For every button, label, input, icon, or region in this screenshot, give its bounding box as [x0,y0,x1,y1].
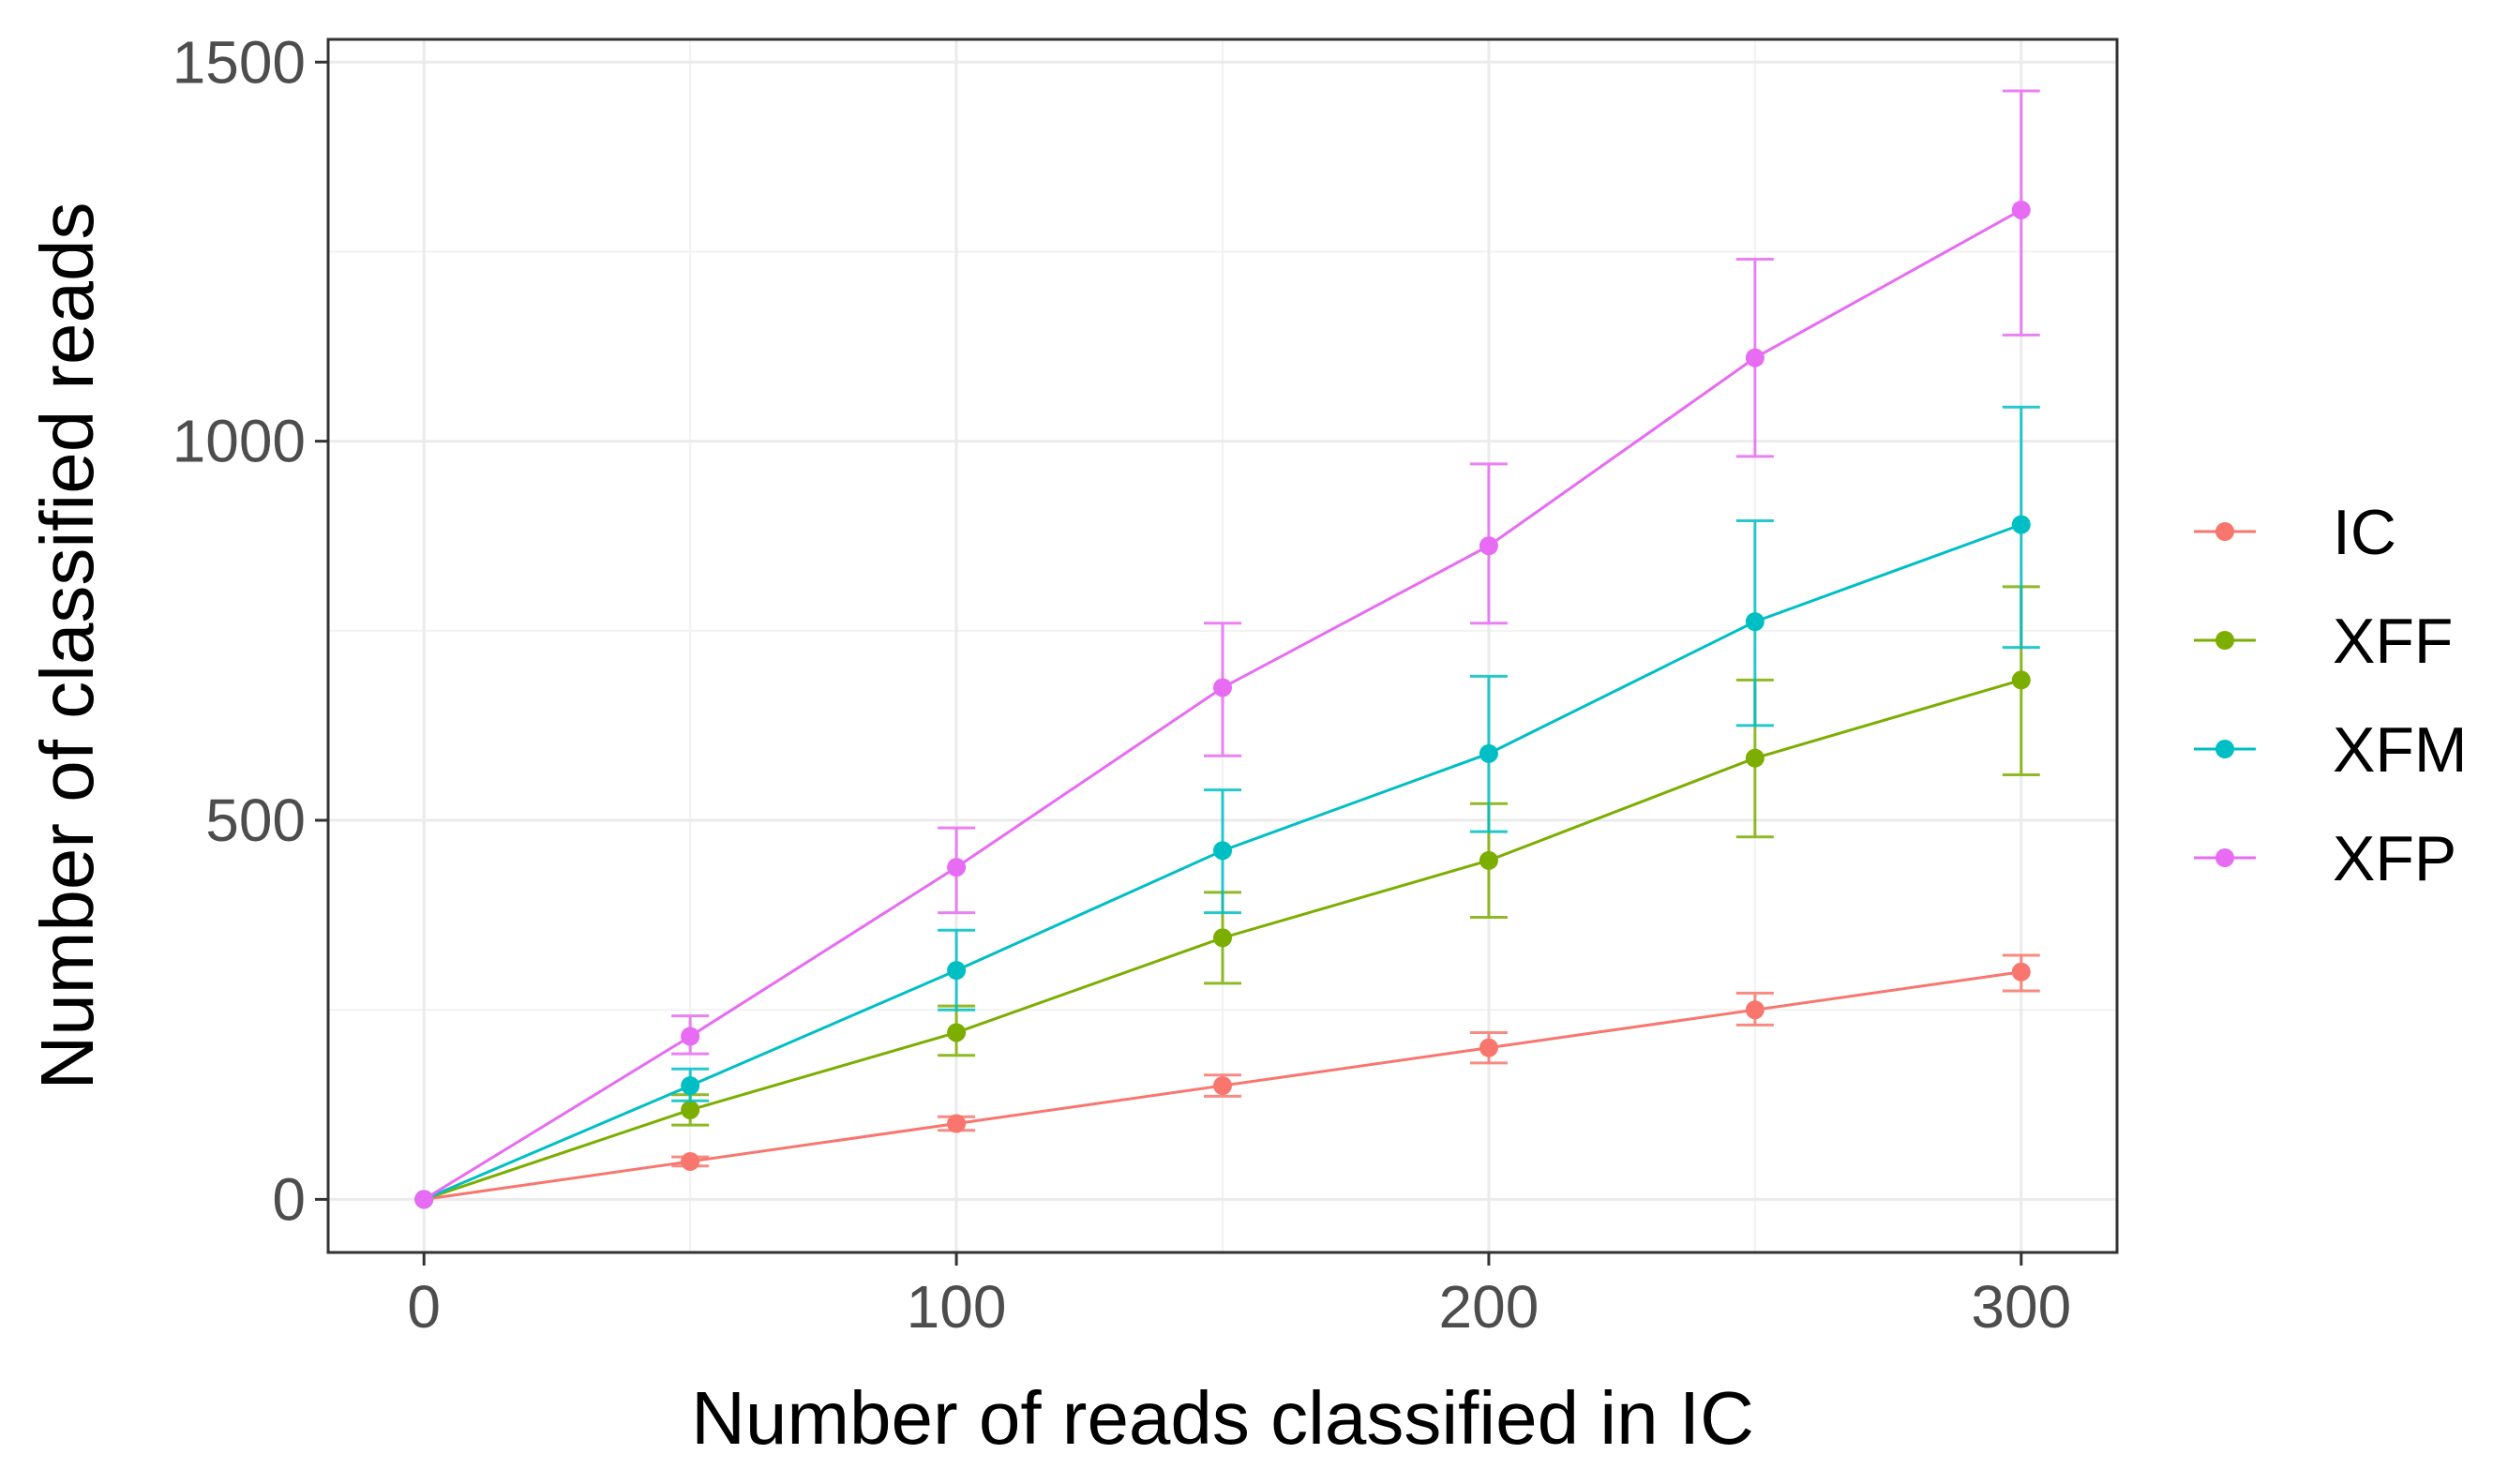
data-point [2011,962,2031,982]
legend-key-point [2215,740,2234,758]
legend-label: IC [2333,497,2396,568]
data-point [1213,841,1232,861]
series-layer [414,89,2040,1209]
data-point [1213,678,1232,697]
plot-border [326,37,2119,1254]
data-point [2011,670,2031,690]
legend-item-xfp: XFP [2194,823,2456,894]
legend-key-point [2215,631,2234,650]
legend-item-xff: XFF [2194,606,2453,677]
data-point [947,858,967,877]
data-point [1479,1038,1498,1057]
data-point [1213,928,1232,948]
data-point [2011,200,2031,219]
x-tick-label: 300 [1971,1273,2071,1341]
legend-label: XFM [2333,714,2468,786]
y-tick-label: 1500 [173,28,306,96]
data-point [1479,743,1498,763]
legend: IC XFF XFM XFP [2194,497,2468,894]
data-point [2011,515,2031,534]
legend-key-point [2215,522,2234,541]
data-point [1745,1000,1765,1020]
legend-key-point [2215,848,2234,867]
y-axis: 0 500 1000 1500 [173,28,328,1233]
legend-item-xfm: XFM [2194,714,2468,786]
data-point [681,1100,700,1119]
legend-item-ic: IC [2194,497,2396,568]
data-point [947,961,967,981]
x-axis: 0 100 200 300 [407,1252,2071,1341]
data-point [681,1151,700,1171]
data-point [1745,348,1765,367]
data-point [1745,612,1765,632]
y-tick-label: 500 [205,787,306,854]
data-point [1745,748,1765,768]
x-tick-label: 0 [407,1273,441,1341]
legend-label: XFF [2333,606,2453,677]
series-xfp [414,89,2040,1209]
data-point [681,1076,700,1096]
y-axis-title: Number of classified reads [25,202,109,1089]
data-point [1479,536,1498,556]
legend-label: XFP [2333,823,2456,894]
x-axis-title: Number of reads classified in IC [691,1376,1754,1460]
x-tick-label: 200 [1439,1273,1539,1341]
data-point [1213,1076,1232,1096]
data-point [947,1114,967,1133]
data-point [1479,850,1498,870]
y-tick-label: 0 [272,1165,306,1233]
y-tick-label: 1000 [173,408,306,475]
data-point [414,1190,434,1209]
data-point [947,1023,967,1042]
x-tick-label: 100 [907,1273,1007,1341]
data-point [681,1027,700,1046]
series-ic [414,953,2040,1209]
